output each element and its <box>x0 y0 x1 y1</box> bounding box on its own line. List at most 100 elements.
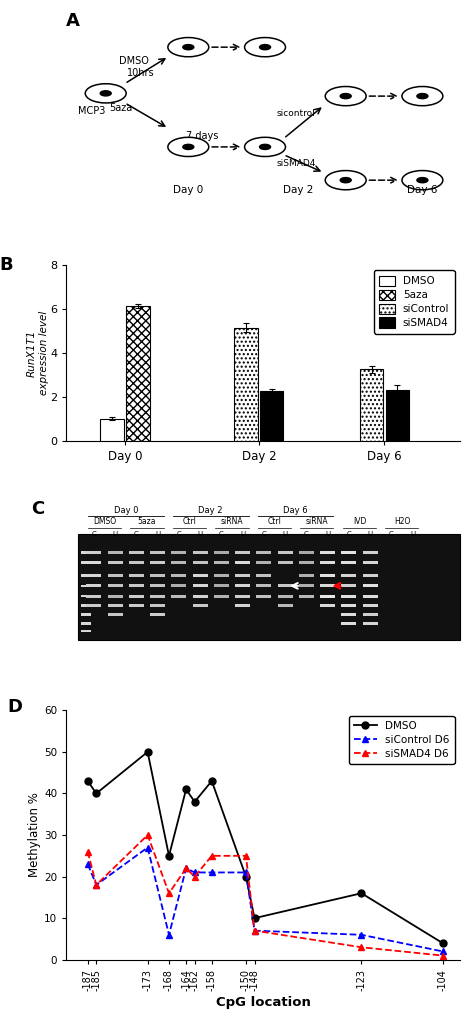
FancyBboxPatch shape <box>150 550 165 553</box>
siControl D6 <box>243 867 249 879</box>
FancyBboxPatch shape <box>214 550 229 553</box>
siSMAD4 D6 <box>192 871 198 883</box>
FancyBboxPatch shape <box>129 574 144 577</box>
Text: U: U <box>155 531 160 537</box>
FancyBboxPatch shape <box>341 622 356 625</box>
FancyBboxPatch shape <box>363 594 378 598</box>
DMSO <box>243 871 249 883</box>
Circle shape <box>168 38 209 57</box>
Bar <box>260 391 283 441</box>
FancyBboxPatch shape <box>129 603 144 606</box>
Bar <box>126 305 150 441</box>
Text: Day 0: Day 0 <box>173 185 203 195</box>
FancyBboxPatch shape <box>235 574 250 577</box>
DMSO <box>192 795 198 808</box>
X-axis label: CpG location: CpG location <box>216 996 310 1010</box>
FancyBboxPatch shape <box>363 622 378 625</box>
FancyBboxPatch shape <box>320 550 335 553</box>
FancyBboxPatch shape <box>363 584 378 587</box>
Circle shape <box>183 45 194 50</box>
FancyBboxPatch shape <box>214 561 229 565</box>
Text: 5aza: 5aza <box>138 518 156 527</box>
FancyBboxPatch shape <box>214 594 229 598</box>
FancyBboxPatch shape <box>278 594 292 598</box>
Text: Day 2: Day 2 <box>283 185 314 195</box>
Circle shape <box>417 94 428 99</box>
FancyBboxPatch shape <box>278 550 292 553</box>
Text: C: C <box>134 531 139 537</box>
FancyBboxPatch shape <box>192 561 208 565</box>
FancyBboxPatch shape <box>235 584 250 587</box>
Circle shape <box>245 137 285 156</box>
FancyBboxPatch shape <box>150 574 165 577</box>
DMSO <box>440 937 446 950</box>
FancyBboxPatch shape <box>108 584 123 587</box>
FancyBboxPatch shape <box>341 613 356 616</box>
FancyBboxPatch shape <box>129 594 144 598</box>
FancyBboxPatch shape <box>192 550 208 553</box>
FancyBboxPatch shape <box>172 584 186 587</box>
Text: Ctrl: Ctrl <box>267 518 282 527</box>
Text: DMSO: DMSO <box>93 518 116 527</box>
DMSO <box>93 787 99 799</box>
FancyBboxPatch shape <box>192 584 208 587</box>
siSMAD4 D6 <box>440 950 446 962</box>
FancyBboxPatch shape <box>299 550 314 553</box>
FancyBboxPatch shape <box>256 561 271 565</box>
FancyBboxPatch shape <box>86 550 101 553</box>
FancyBboxPatch shape <box>108 574 123 577</box>
Y-axis label: Methylation %: Methylation % <box>28 792 41 877</box>
FancyBboxPatch shape <box>172 594 186 598</box>
Text: D: D <box>8 698 22 716</box>
Legend: DMSO, 5aza, siControl, siSMAD4: DMSO, 5aza, siControl, siSMAD4 <box>374 271 455 334</box>
FancyBboxPatch shape <box>150 603 165 606</box>
FancyBboxPatch shape <box>341 594 356 598</box>
siControl D6 <box>93 879 99 891</box>
FancyBboxPatch shape <box>172 550 186 553</box>
Text: U: U <box>198 531 203 537</box>
Text: Day 2: Day 2 <box>199 505 223 515</box>
Text: C: C <box>304 531 309 537</box>
DMSO <box>166 849 172 862</box>
FancyBboxPatch shape <box>81 622 91 625</box>
Circle shape <box>183 144 194 149</box>
FancyBboxPatch shape <box>256 550 271 553</box>
siControl D6 <box>358 929 364 941</box>
Text: H2O: H2O <box>394 518 410 527</box>
Bar <box>360 370 383 441</box>
Circle shape <box>417 178 428 183</box>
FancyBboxPatch shape <box>299 574 314 577</box>
FancyBboxPatch shape <box>150 584 165 587</box>
Text: U: U <box>410 531 415 537</box>
FancyBboxPatch shape <box>299 561 314 565</box>
siSMAD4 D6 <box>252 925 257 937</box>
siControl D6 <box>145 841 150 854</box>
Text: U: U <box>325 531 330 537</box>
FancyBboxPatch shape <box>341 574 356 577</box>
FancyBboxPatch shape <box>129 550 144 553</box>
DMSO <box>358 887 364 900</box>
FancyBboxPatch shape <box>341 584 356 587</box>
Circle shape <box>168 137 209 156</box>
FancyBboxPatch shape <box>108 613 123 616</box>
Text: C: C <box>91 531 96 537</box>
FancyBboxPatch shape <box>235 603 250 606</box>
FancyBboxPatch shape <box>299 584 314 587</box>
Circle shape <box>325 171 366 190</box>
Text: 7 days: 7 days <box>186 131 219 141</box>
FancyBboxPatch shape <box>150 561 165 565</box>
FancyBboxPatch shape <box>363 613 378 616</box>
FancyBboxPatch shape <box>81 595 91 597</box>
FancyBboxPatch shape <box>192 594 208 598</box>
FancyBboxPatch shape <box>192 574 208 577</box>
siSMAD4 D6 <box>209 849 215 862</box>
FancyBboxPatch shape <box>81 585 91 587</box>
Circle shape <box>260 45 271 50</box>
siSMAD4 D6 <box>358 941 364 954</box>
Bar <box>234 328 258 441</box>
Circle shape <box>340 178 351 183</box>
FancyBboxPatch shape <box>341 550 356 553</box>
FancyBboxPatch shape <box>278 561 292 565</box>
FancyBboxPatch shape <box>81 551 91 553</box>
Circle shape <box>402 87 443 106</box>
